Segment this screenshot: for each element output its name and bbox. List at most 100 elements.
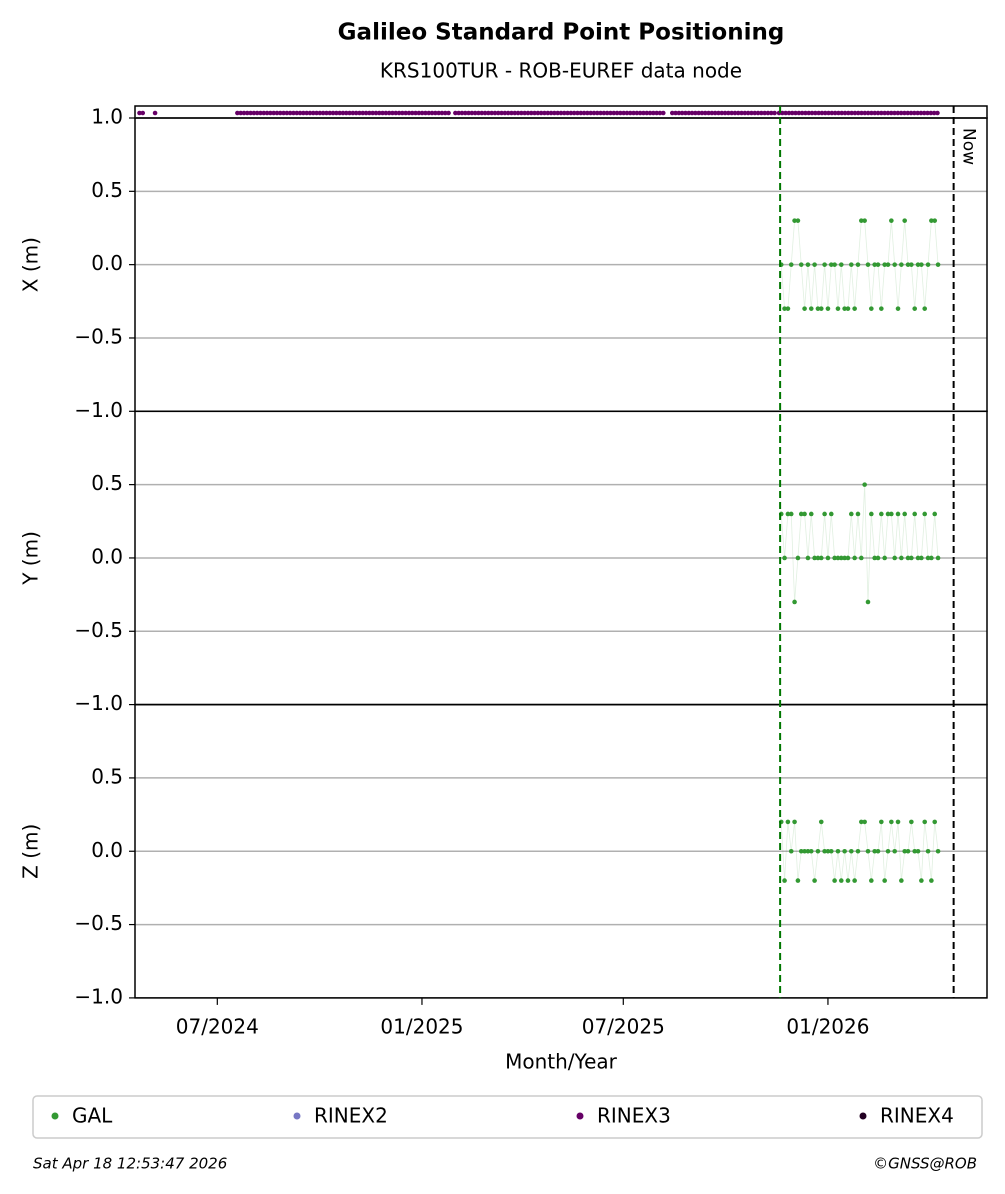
data-point (852, 878, 857, 883)
data-point (815, 306, 821, 311)
data-point (822, 262, 827, 267)
data-point (782, 306, 787, 311)
data-point (929, 555, 934, 561)
data-point (842, 306, 847, 311)
data-point (785, 819, 791, 825)
data-point (838, 555, 844, 561)
data-point (805, 555, 811, 561)
data-point (838, 262, 844, 267)
y-tick-label: 0.5 (91, 178, 123, 202)
data-point (782, 878, 787, 883)
y-tick-label: −1.0 (74, 398, 123, 422)
data-point (879, 819, 884, 825)
data-point (842, 848, 847, 854)
data-point (899, 878, 904, 883)
data-point (855, 511, 861, 517)
data-point (808, 848, 814, 854)
data-point (785, 511, 791, 517)
data-point (825, 848, 831, 854)
x-tick-label: 01/2025 (380, 1014, 463, 1038)
data-point (862, 218, 867, 223)
y-tick-label: −1.0 (74, 691, 123, 715)
data-point (802, 848, 807, 854)
y-axis-label: Y (m) (19, 531, 43, 586)
legend-marker (576, 1112, 584, 1120)
data-point (812, 878, 817, 883)
now-label: Now (959, 128, 979, 165)
legend-label: RINEX3 (597, 1104, 671, 1128)
series-line (780, 220, 939, 310)
data-point (845, 555, 851, 561)
data-point (882, 262, 887, 267)
data-point (795, 878, 801, 883)
data-point (889, 218, 894, 223)
data-point (925, 848, 931, 854)
data-point (869, 306, 874, 311)
data-point (792, 599, 797, 605)
data-point (792, 218, 797, 223)
data-point (879, 306, 884, 311)
y-tick-label: 1.0 (91, 105, 123, 129)
legend-label: RINEX2 (314, 1104, 388, 1128)
data-point (932, 511, 938, 517)
data-point (875, 262, 881, 267)
legend-marker (51, 1112, 59, 1120)
y-tick-label: −1.0 (74, 984, 123, 1008)
data-point (932, 819, 938, 825)
data-point (808, 306, 814, 311)
data-point (862, 482, 867, 487)
data-point (862, 819, 867, 825)
y-tick-label: −0.5 (74, 324, 123, 348)
data-point (802, 511, 807, 517)
data-point (872, 555, 877, 561)
data-point (828, 848, 834, 854)
data-point (895, 819, 901, 825)
legend-box (32, 1095, 983, 1139)
footer-credit: ©GNSS@ROB (873, 1155, 977, 1173)
data-point (925, 262, 931, 267)
data-point (915, 555, 921, 561)
data-point (815, 555, 821, 561)
data-point (849, 848, 854, 854)
data-point (852, 555, 857, 561)
data-point (899, 262, 904, 267)
data-point (912, 306, 918, 311)
data-point (889, 511, 894, 517)
data-point (822, 848, 827, 854)
y-tick-label: 0.5 (91, 471, 123, 495)
x-tick-label: 07/2025 (582, 1014, 665, 1038)
legend-label: GAL (72, 1104, 113, 1128)
data-point (899, 555, 904, 561)
data-point (909, 819, 914, 825)
data-point (859, 218, 864, 223)
data-point (895, 306, 901, 311)
data-point (798, 848, 804, 854)
data-point (805, 848, 811, 854)
data-point (805, 262, 811, 267)
data-point (929, 218, 934, 223)
data-point (895, 511, 901, 517)
data-point (788, 262, 794, 267)
data-point (922, 306, 928, 311)
data-point (795, 218, 801, 223)
data-point (828, 262, 834, 267)
y-tick-label: 0.0 (91, 838, 123, 862)
data-point (909, 262, 914, 267)
data-point (815, 848, 821, 854)
data-point (825, 306, 831, 311)
y-tick-label: 0.5 (91, 764, 123, 788)
x-tick-label: 07/2024 (176, 1014, 259, 1038)
data-point (845, 306, 851, 311)
data-point (865, 599, 871, 605)
data-point (869, 511, 874, 517)
data-point (835, 306, 841, 311)
data-point (785, 306, 791, 311)
y-tick-label: 0.0 (91, 544, 123, 568)
data-point (838, 878, 844, 883)
series-line (780, 484, 939, 602)
data-point (925, 555, 931, 561)
data-point (835, 555, 841, 561)
data-point (798, 262, 804, 267)
data-point (842, 555, 847, 561)
